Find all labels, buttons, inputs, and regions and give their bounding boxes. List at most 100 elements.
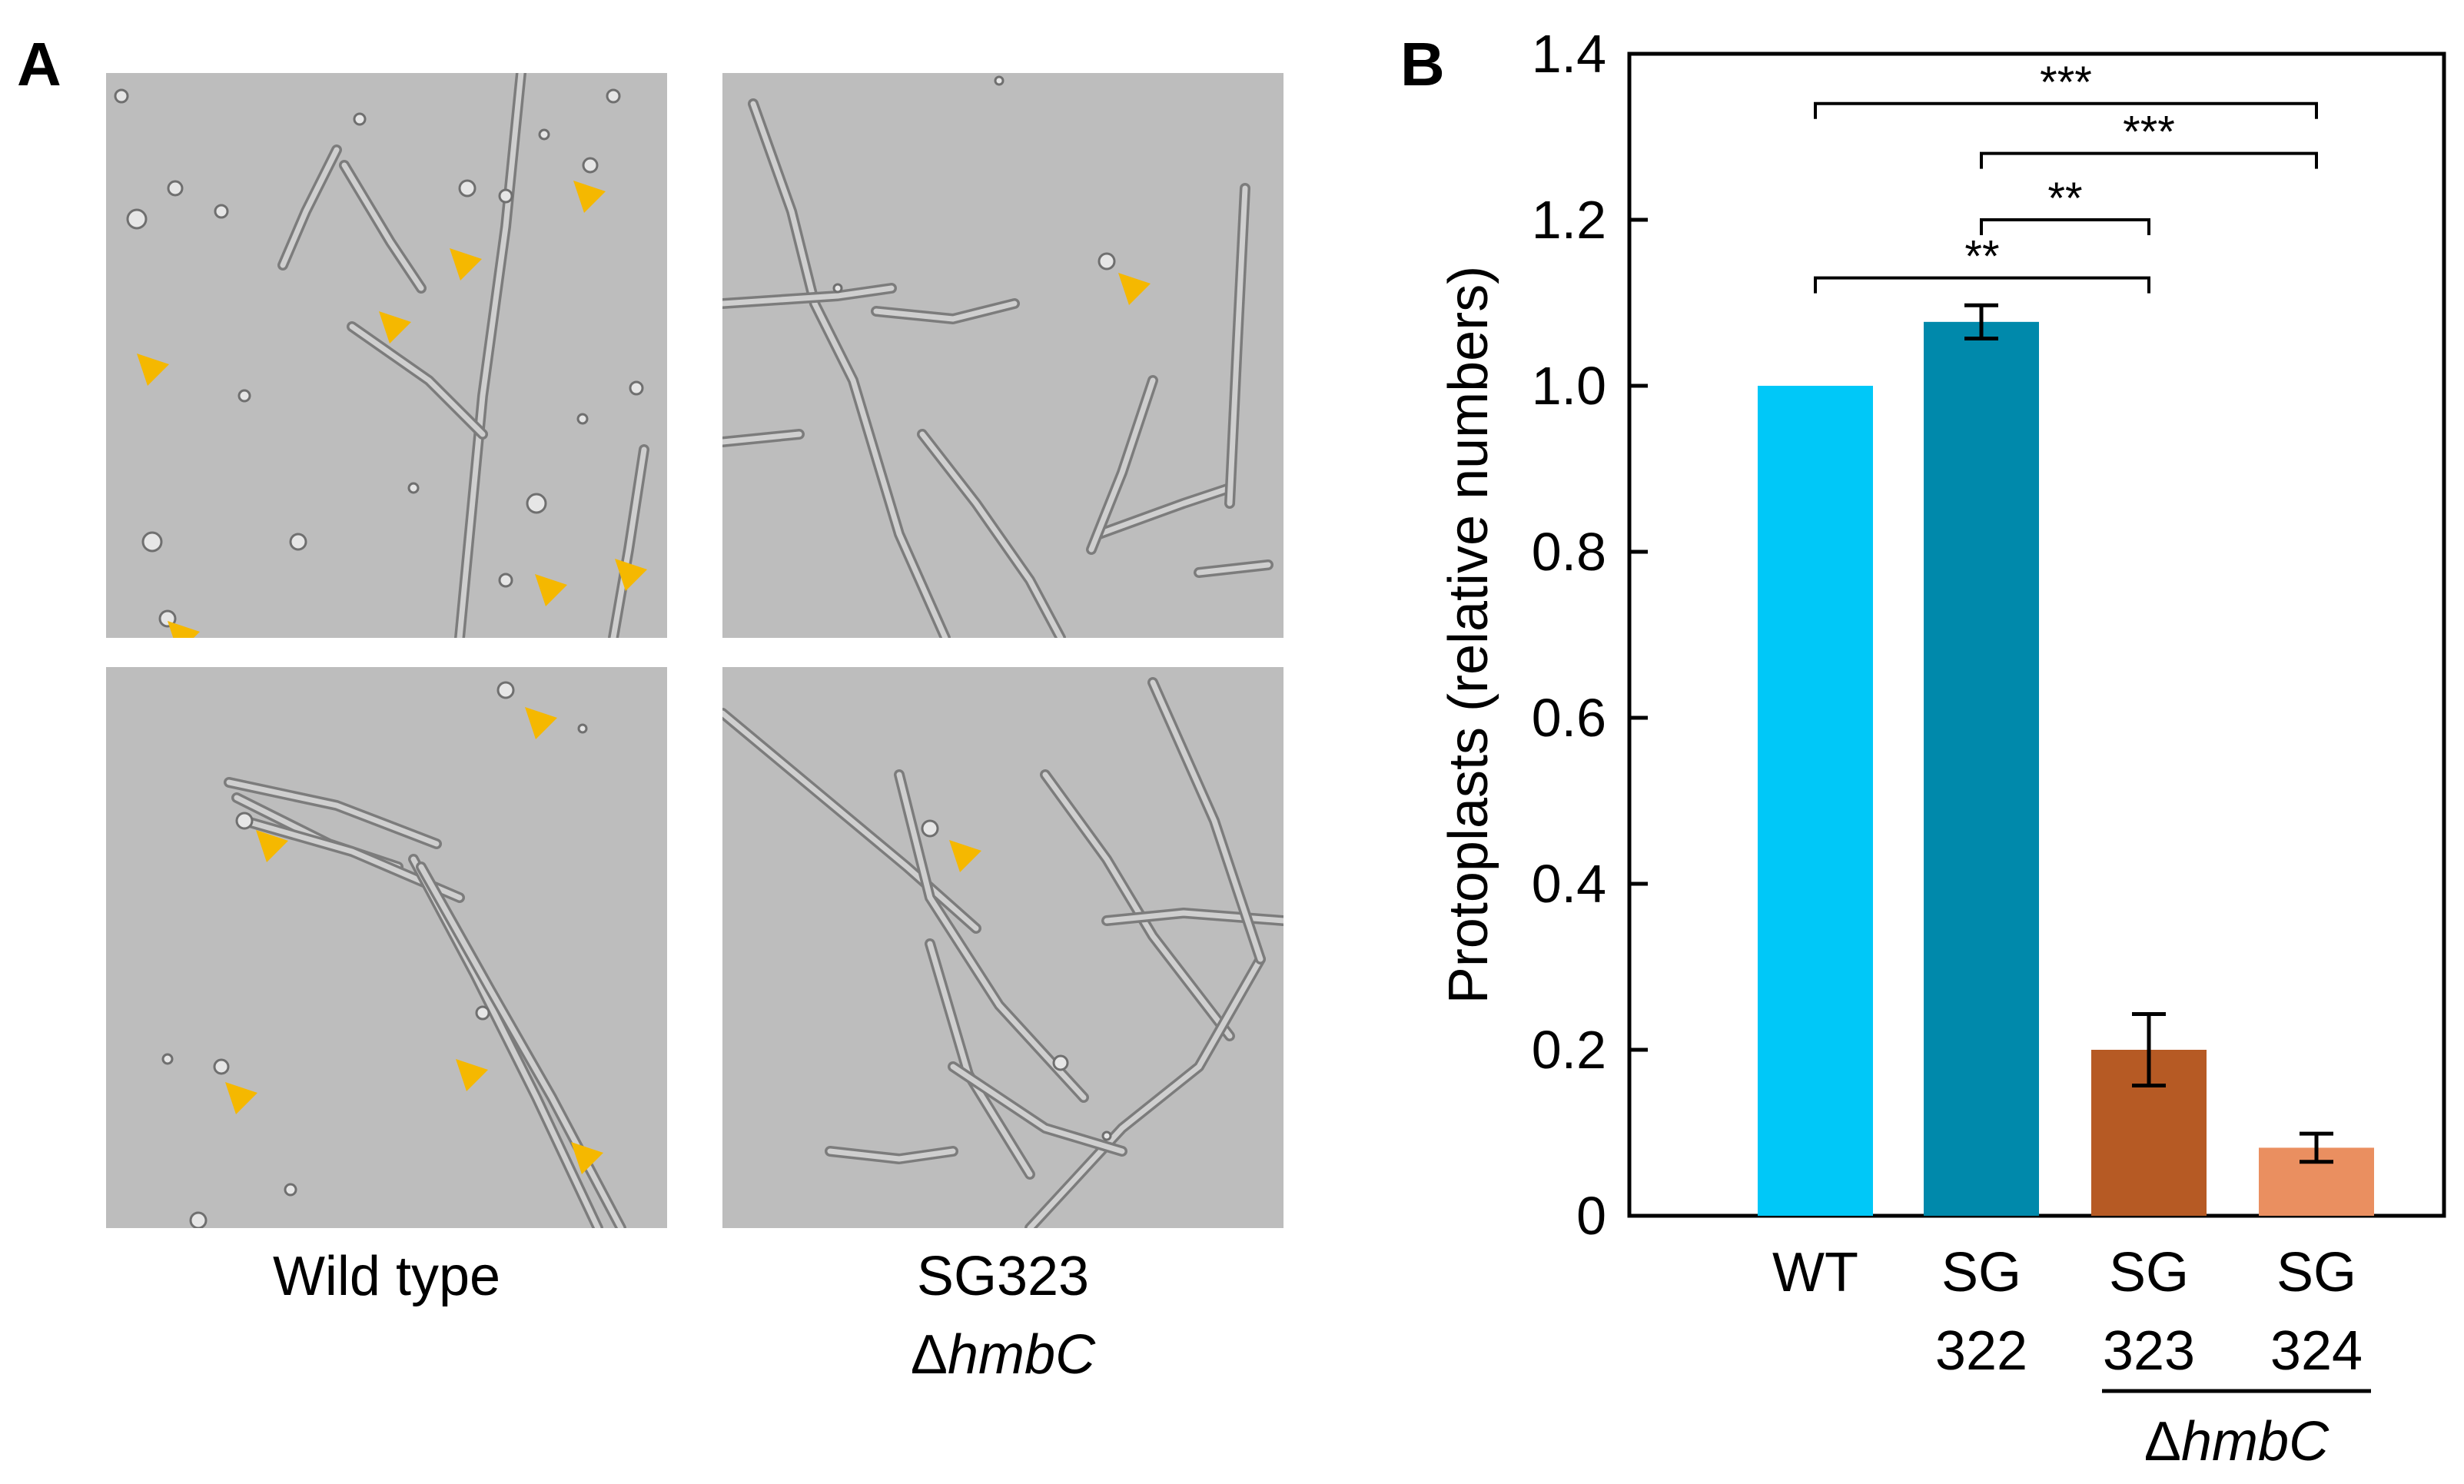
caption-sg323: SG323 — [916, 1246, 1090, 1307]
x-tick-label-line2: 324 — [2270, 1320, 2363, 1382]
hypha-core — [722, 431, 802, 445]
protoplast — [606, 88, 621, 104]
hypha-core — [722, 710, 979, 931]
arrowhead-icon — [379, 311, 411, 344]
bar — [1924, 321, 2039, 1217]
hypha-core — [1096, 485, 1233, 537]
protoplast — [114, 88, 129, 104]
protoplast — [141, 531, 163, 553]
protoplast — [407, 482, 420, 494]
protoplast — [1101, 1130, 1112, 1141]
x-tick-label: SG — [2276, 1242, 2356, 1303]
hypha-core — [610, 447, 647, 638]
significance-stars: *** — [2040, 58, 2092, 108]
micrograph-wildtype-bottom — [106, 667, 667, 1228]
caption-wild-type: Wild type — [272, 1246, 501, 1307]
x-tick-label-line2: 323 — [2103, 1320, 2195, 1382]
arrowhead-icon — [450, 248, 482, 281]
protoplast — [475, 1005, 490, 1021]
protoplast — [189, 1211, 208, 1228]
protoplast — [538, 128, 550, 141]
hypha-core — [1042, 772, 1233, 1039]
protoplast — [582, 157, 599, 174]
protoplast — [629, 380, 644, 396]
significance-stars: ** — [1964, 232, 1999, 282]
hypha-core — [226, 779, 440, 847]
arrowhead-icon — [535, 574, 567, 606]
arrowhead-icon — [168, 621, 200, 638]
protoplast — [498, 573, 513, 588]
significance-bracket — [1814, 101, 2318, 119]
caption-delta: Δ — [910, 1324, 948, 1386]
protoplast — [167, 180, 184, 197]
y-tick-label: 0.6 — [1532, 688, 1606, 748]
group-label-delta: Δ — [2144, 1411, 2181, 1472]
protoplast — [289, 533, 307, 551]
arrowhead-icon — [573, 181, 606, 213]
panel-a-letter: A — [17, 30, 61, 98]
significance-bracket — [1980, 151, 2318, 169]
arrowhead-icon — [571, 1142, 603, 1174]
y-tick-label: 1.0 — [1532, 356, 1606, 416]
x-tick-label-line2: 322 — [1935, 1320, 2027, 1382]
protoplast — [214, 204, 229, 219]
hypha-core — [873, 300, 1018, 322]
x-tick-label: SG — [2109, 1242, 2189, 1303]
significance-bracket — [1814, 276, 2150, 294]
y-axis-label: Protoplasts (relative numbers) — [1438, 266, 1499, 1004]
protoplast — [921, 819, 939, 838]
arrowhead-icon — [615, 559, 647, 591]
protoplast — [213, 1058, 230, 1075]
x-tick-label: SG — [1941, 1242, 2021, 1303]
protoplast — [284, 1183, 297, 1197]
significance-stars: *** — [2123, 108, 2175, 158]
micrograph-mutant-bottom — [722, 667, 1283, 1228]
protoplast — [235, 812, 254, 830]
arrowhead-icon — [525, 707, 557, 739]
hypha-core — [457, 73, 524, 638]
hypha-core — [1150, 679, 1264, 962]
protoplast — [237, 389, 251, 403]
protoplast — [994, 75, 1005, 86]
protoplast — [577, 723, 588, 734]
bar — [1758, 386, 1873, 1216]
protoplast — [832, 283, 843, 294]
hypha-core — [919, 431, 1064, 638]
hypha-core — [1088, 377, 1156, 553]
caption-gene: hmbC — [948, 1324, 1096, 1386]
micrograph-mutant-top — [722, 73, 1283, 638]
protoplast — [1052, 1054, 1069, 1071]
protoplast — [458, 179, 477, 198]
y-tick-label: 0.4 — [1532, 854, 1606, 914]
panel-b-letter: B — [1400, 30, 1445, 98]
y-tick-label: 0.2 — [1532, 1020, 1606, 1080]
micrograph-wildtype-top — [106, 73, 667, 638]
group-label: ΔhmbC — [2144, 1411, 2330, 1472]
arrowhead-icon — [256, 830, 288, 862]
protoplast — [353, 112, 367, 126]
protoplast — [498, 188, 513, 204]
hypha-core — [1027, 956, 1264, 1228]
arrowhead-icon — [1118, 273, 1151, 305]
protoplast — [496, 681, 515, 699]
hypha-core — [341, 162, 424, 291]
hypha-core — [950, 1064, 1125, 1154]
protoplast — [576, 413, 589, 425]
hypha-core — [1196, 562, 1271, 576]
significance-bracket — [1980, 218, 2150, 235]
y-tick-label: 1.4 — [1532, 24, 1606, 84]
x-tick-label: WT — [1772, 1242, 1858, 1303]
hypha-core — [1227, 185, 1248, 506]
arrowhead-icon — [456, 1059, 488, 1091]
arrowhead-icon — [949, 840, 981, 872]
hypha-core — [827, 1148, 956, 1162]
arrowhead-icon — [137, 354, 169, 386]
hypha-core — [722, 285, 895, 307]
protoplast — [126, 208, 148, 230]
hypha-core — [349, 324, 486, 437]
significance-stars: ** — [2047, 174, 2082, 224]
hypha-core — [280, 147, 340, 268]
protoplast — [1098, 252, 1116, 271]
caption-hmbc: ΔhmbC — [722, 1323, 1283, 1386]
